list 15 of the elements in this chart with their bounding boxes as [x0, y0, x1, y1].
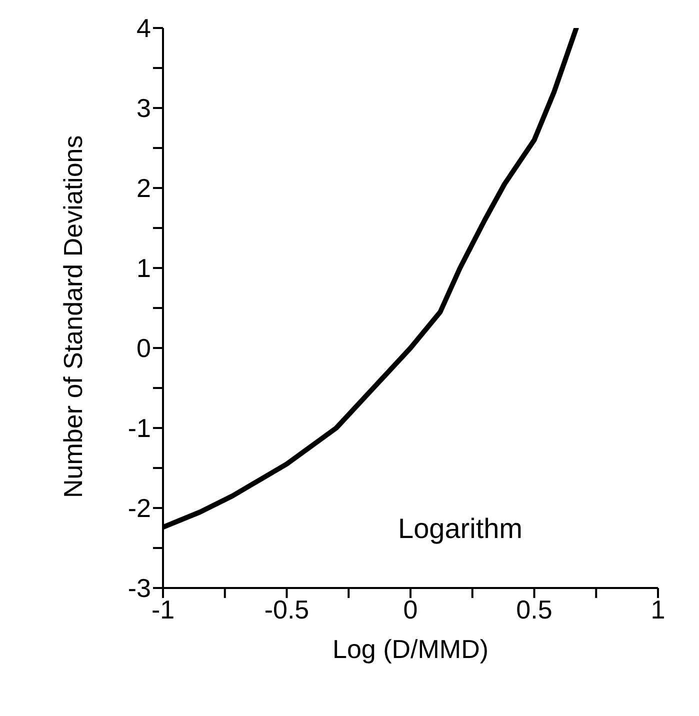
x-axis-title: Log (D/MMD) — [332, 634, 489, 664]
y-tick-label: 2 — [136, 173, 151, 204]
y-axis-title: Number of Standard Deviations — [58, 135, 88, 498]
x-tick-label: 0 — [403, 594, 418, 624]
x-tick-label: 0.5 — [516, 594, 552, 624]
annotation: Logarithm — [398, 513, 523, 545]
y-tick-label: 3 — [136, 93, 151, 124]
y-tick-label: 4 — [136, 13, 151, 44]
y-tick-label: 0 — [136, 333, 151, 364]
y-tick-label: 1 — [136, 253, 151, 284]
x-tick-label: 1 — [650, 594, 666, 624]
y-tick-label: -2 — [128, 493, 151, 524]
y-tick-label: -1 — [128, 413, 151, 444]
y-tick-label: -3 — [128, 573, 151, 604]
x-tick-label: -0.5 — [264, 594, 310, 624]
